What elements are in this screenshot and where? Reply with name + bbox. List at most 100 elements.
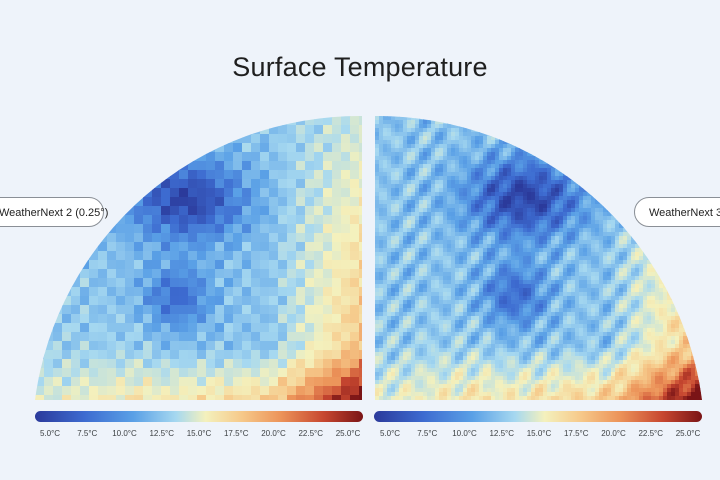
temperature-cell (305, 233, 315, 243)
temperature-cell (443, 272, 448, 277)
temperature-cell (571, 160, 576, 165)
temperature-cell (595, 136, 600, 141)
temperature-cell (419, 260, 424, 265)
temperature-cell (607, 136, 612, 141)
temperature-cell (419, 228, 424, 233)
temperature-cell (359, 395, 362, 400)
temperature-cell (495, 244, 500, 249)
temperature-cell (269, 323, 279, 333)
temperature-cell (687, 120, 692, 125)
temperature-cell (643, 260, 648, 265)
temperature-cell (447, 228, 452, 233)
temperature-cell (224, 197, 234, 207)
temperature-cell (431, 240, 436, 245)
temperature-cell (543, 164, 548, 169)
temperature-cell (539, 260, 544, 265)
temperature-cell (495, 164, 500, 169)
temperature-cell (197, 161, 207, 171)
temperature-cell (375, 196, 380, 201)
temperature-cell (107, 170, 117, 180)
temperature-cell (471, 288, 476, 293)
temperature-cell (439, 284, 444, 289)
temperature-cell (206, 179, 216, 189)
temperature-cell (499, 164, 504, 169)
temperature-cell (475, 208, 480, 213)
temperature-cell (411, 184, 416, 189)
temperature-cell (595, 180, 600, 185)
temperature-cell (611, 232, 616, 237)
temperature-cell (555, 136, 560, 141)
temperature-cell (579, 196, 584, 201)
temperature-cell (575, 144, 580, 149)
temperature-cell (350, 251, 360, 261)
temperature-cell (35, 350, 45, 360)
temperature-cell (359, 224, 362, 234)
temperature-cell (383, 192, 388, 197)
temperature-cell (671, 292, 676, 297)
temperature-cell (523, 136, 528, 141)
temperature-cell (599, 228, 604, 233)
temperature-cell (687, 192, 692, 197)
temperature-cell (403, 200, 408, 205)
temperature-cell (535, 120, 540, 125)
temperature-cell (563, 208, 568, 213)
temperature-cell (567, 176, 572, 181)
temperature-cell (487, 196, 492, 201)
temperature-cell (607, 240, 612, 245)
temperature-cell (591, 252, 596, 257)
temperature-cell (341, 269, 351, 279)
temperature-cell (659, 188, 664, 193)
temperature-cell (555, 236, 560, 241)
temperature-cell (587, 196, 592, 201)
temperature-cell (499, 180, 504, 185)
temperature-cell (495, 256, 500, 261)
temperature-cell (619, 220, 624, 225)
temperature-cell (407, 260, 412, 265)
temperature-cell (599, 144, 604, 149)
temperature-cell (287, 197, 297, 207)
temperature-cell (699, 124, 702, 129)
temperature-cell (89, 341, 99, 351)
temperature-cell (44, 332, 54, 342)
temperature-cell (423, 184, 428, 189)
temperature-cell (260, 287, 270, 297)
temperature-cell (499, 172, 504, 177)
temperature-cell (459, 176, 464, 181)
temperature-cell (667, 296, 672, 301)
temperature-cell (332, 296, 342, 306)
temperature-cell (623, 232, 628, 237)
temperature-cell (551, 176, 556, 181)
temperature-cell (563, 232, 568, 237)
temperature-cell (591, 164, 596, 169)
temperature-cell (375, 168, 380, 173)
temperature-cell (675, 292, 680, 297)
temperature-cell (375, 176, 380, 181)
temperature-cell (627, 216, 632, 221)
temperature-cell (451, 188, 456, 193)
temperature-cell (623, 176, 628, 181)
temperature-cell (415, 124, 420, 129)
temperature-cell (89, 269, 99, 279)
temperature-cell (443, 232, 448, 237)
temperature-cell (467, 204, 472, 209)
temperature-cell (305, 368, 315, 378)
temperature-cell (559, 208, 564, 213)
temperature-cell (107, 296, 117, 306)
temperature-cell (659, 168, 664, 173)
temperature-cell (619, 152, 624, 157)
temperature-cell (567, 188, 572, 193)
temperature-cell (419, 292, 424, 297)
temperature-cell (591, 140, 596, 145)
temperature-cell (483, 168, 488, 173)
temperature-cell (411, 292, 416, 297)
temperature-cell (350, 296, 360, 306)
temperature-cell (619, 268, 624, 273)
temperature-cell (407, 228, 412, 233)
temperature-cell (260, 197, 270, 207)
temperature-cell (699, 244, 702, 249)
temperature-cell (260, 242, 270, 252)
temperature-cell (44, 341, 54, 351)
temperature-cell (375, 264, 380, 269)
temperature-cell (62, 377, 72, 387)
temperature-cell (459, 236, 464, 241)
